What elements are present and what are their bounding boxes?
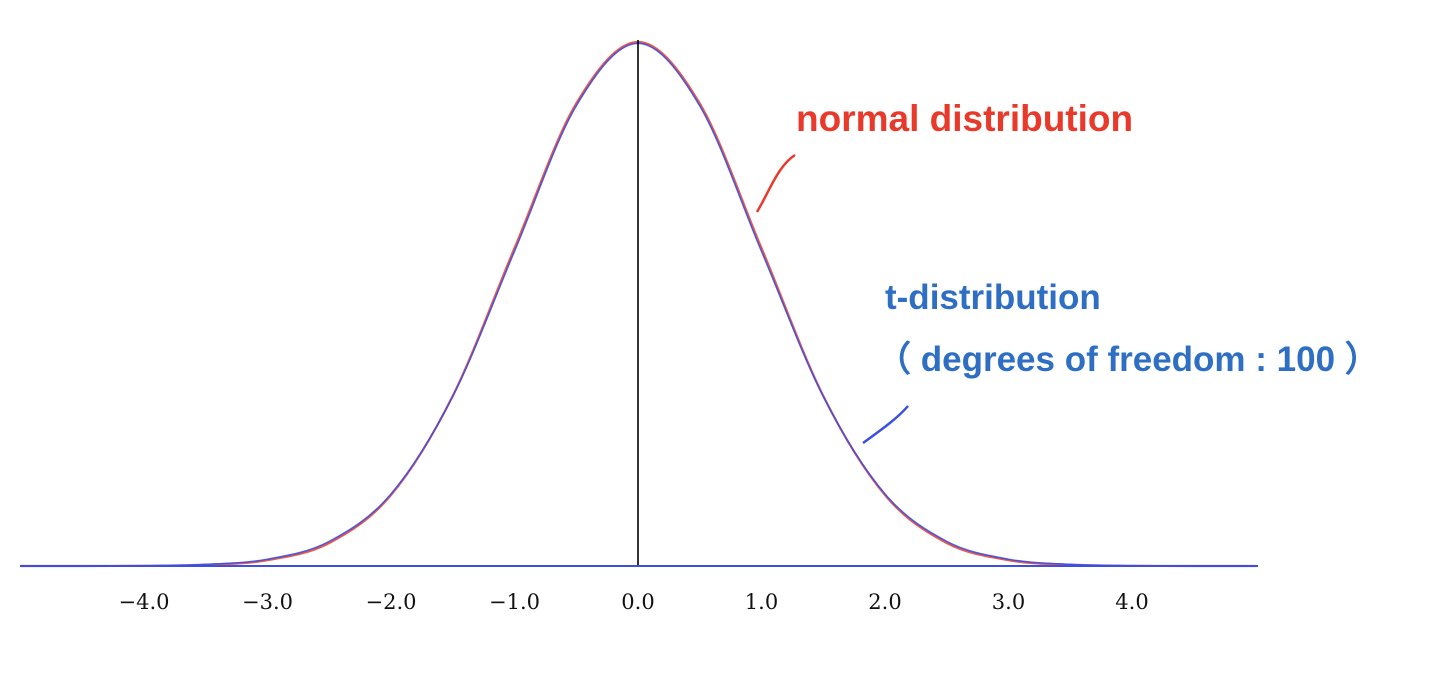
x-tick-label: 2.0 [868, 590, 901, 614]
x-tick-label: 1.0 [745, 590, 778, 614]
x-tick-label: 4.0 [1115, 590, 1148, 614]
t-distribution-pointer [862, 405, 909, 445]
x-tick-label: −1.0 [489, 590, 540, 614]
normal-distribution-pointer [755, 153, 796, 213]
x-tick-label: −4.0 [119, 590, 170, 614]
t-distribution-dof-label: （ degrees of freedom : 100 ） [876, 340, 1380, 379]
x-tick-label: 0.0 [621, 590, 654, 614]
normal-distribution-label: normal distribution [796, 98, 1133, 139]
x-tick-label: −2.0 [366, 590, 417, 614]
x-tick-labels: −4.0 −3.0 −2.0 −1.0 0.0 1.0 2.0 3.0 4.0 [119, 590, 1149, 614]
t-distribution-label: t-distribution [885, 278, 1101, 317]
x-tick-label: 3.0 [992, 590, 1025, 614]
x-tick-label: −3.0 [242, 590, 293, 614]
